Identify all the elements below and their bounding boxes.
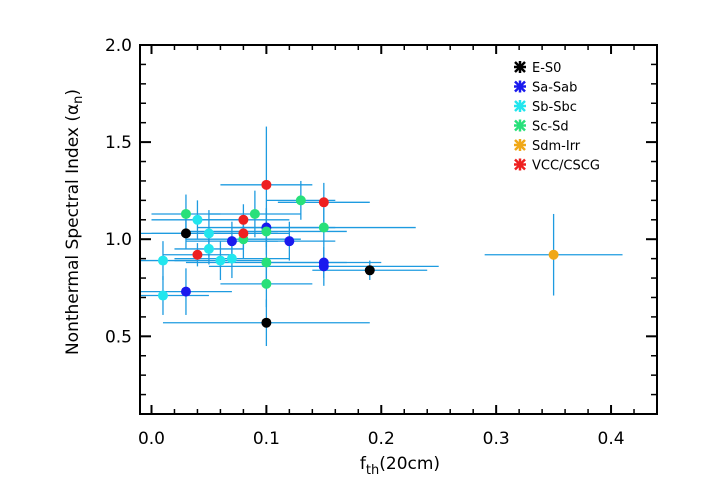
data-point xyxy=(318,197,329,208)
legend-entry: Sdm-Irr xyxy=(514,139,581,154)
data-point xyxy=(180,208,191,219)
x-tick-label: 0.0 xyxy=(138,429,165,449)
x-tick-label: 0.3 xyxy=(483,429,510,449)
data-point xyxy=(261,278,272,289)
data-point xyxy=(261,317,272,328)
x-tick-label: 0.2 xyxy=(368,429,395,449)
data-point xyxy=(180,286,191,297)
data-point xyxy=(226,253,237,264)
x-tick-label: 0.4 xyxy=(598,429,625,449)
legend-label: Sdm-Irr xyxy=(532,139,581,154)
legend-entry: E-S0 xyxy=(514,61,561,76)
y-tick-label: 0.5 xyxy=(105,327,132,347)
data-point xyxy=(157,290,168,301)
x-tick-label: 0.1 xyxy=(253,429,280,449)
data-point xyxy=(180,228,191,239)
data-point xyxy=(261,179,272,190)
legend-entry: VCC/CSCG xyxy=(514,158,600,174)
y-axis-ticks: 0.5 1.0 1.5 2.0 xyxy=(105,36,657,415)
x-axis-title-subscript: th xyxy=(366,463,379,478)
data-point xyxy=(203,243,214,254)
data-point xyxy=(318,222,329,233)
data-point xyxy=(249,208,260,219)
data-point xyxy=(238,214,249,225)
data-point xyxy=(238,228,249,239)
data-point xyxy=(318,257,329,268)
x-axis-title: fth(20cm) xyxy=(360,454,440,478)
x-axis-title-main: f xyxy=(360,454,367,474)
data-point xyxy=(548,249,559,260)
data-point xyxy=(261,226,272,237)
y-tick-label: 2.0 xyxy=(105,36,132,56)
y-tick-label: 1.5 xyxy=(105,133,132,153)
legend: E-S0 Sa-Sab Sb-Sbc Sc-Sd Sdm-Irr VCC/CSCG xyxy=(514,61,600,174)
data-point xyxy=(284,236,295,247)
legend-label: VCC/CSCG xyxy=(532,159,600,174)
data-points xyxy=(157,179,559,328)
legend-entry: Sb-Sbc xyxy=(514,100,577,115)
legend-entry: Sc-Sd xyxy=(514,119,569,135)
plot-frame xyxy=(139,44,658,415)
legend-label: Sc-Sd xyxy=(532,120,569,135)
data-point xyxy=(295,195,306,206)
y-axis-title-subscript: n xyxy=(71,96,86,104)
y-tick-label: 1.0 xyxy=(105,230,132,250)
y-axis-title-main: Nonthermal Spectral Index (α xyxy=(63,104,83,355)
legend-label: Sa-Sab xyxy=(532,81,577,96)
x-axis-title-rest: (20cm) xyxy=(379,454,440,474)
legend-entry: Sa-Sab xyxy=(514,80,577,96)
data-point xyxy=(192,249,203,260)
data-point xyxy=(157,255,168,266)
x-axis-ticks: 0.0 0.1 0.2 0.3 0.4 xyxy=(138,45,658,449)
data-point xyxy=(261,257,272,268)
data-point xyxy=(364,265,375,276)
legend-label: E-S0 xyxy=(532,61,561,76)
data-point xyxy=(203,228,214,239)
data-point xyxy=(226,236,237,247)
legend-label: Sb-Sbc xyxy=(532,100,577,115)
data-point xyxy=(192,214,203,225)
y-axis-title: Nonthermal Spectral Index (αn) xyxy=(63,89,86,355)
data-point xyxy=(215,255,226,266)
y-axis-title-close: ) xyxy=(63,89,83,96)
